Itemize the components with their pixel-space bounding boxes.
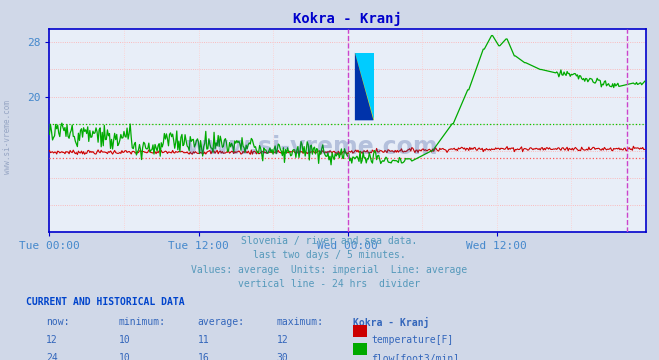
Text: Kokra - Kranj: Kokra - Kranj	[353, 317, 429, 328]
Text: CURRENT AND HISTORICAL DATA: CURRENT AND HISTORICAL DATA	[26, 297, 185, 307]
Text: minimum:: minimum:	[119, 317, 165, 327]
Text: average:: average:	[198, 317, 244, 327]
Text: flow[foot3/min]: flow[foot3/min]	[371, 353, 459, 360]
Text: 10: 10	[119, 335, 130, 345]
Text: last two days / 5 minutes.: last two days / 5 minutes.	[253, 250, 406, 260]
Bar	[355, 53, 374, 120]
Text: 12: 12	[277, 335, 289, 345]
Text: vertical line - 24 hrs  divider: vertical line - 24 hrs divider	[239, 279, 420, 289]
Text: now:: now:	[46, 317, 70, 327]
Title: Kokra - Kranj: Kokra - Kranj	[293, 12, 402, 26]
Text: Slovenia / river and sea data.: Slovenia / river and sea data.	[241, 236, 418, 246]
Text: Values: average  Units: imperial  Line: average: Values: average Units: imperial Line: av…	[191, 265, 468, 275]
Text: www.si-vreme.com: www.si-vreme.com	[186, 135, 438, 159]
Text: maximum:: maximum:	[277, 317, 324, 327]
Text: www.si-vreme.com: www.si-vreme.com	[3, 100, 13, 174]
Text: 30: 30	[277, 353, 289, 360]
Polygon shape	[355, 53, 374, 120]
Text: 10: 10	[119, 353, 130, 360]
Text: 12: 12	[46, 335, 58, 345]
Polygon shape	[355, 53, 374, 120]
Text: 24: 24	[46, 353, 58, 360]
Text: 11: 11	[198, 335, 210, 345]
Text: temperature[F]: temperature[F]	[371, 335, 453, 345]
Text: 16: 16	[198, 353, 210, 360]
